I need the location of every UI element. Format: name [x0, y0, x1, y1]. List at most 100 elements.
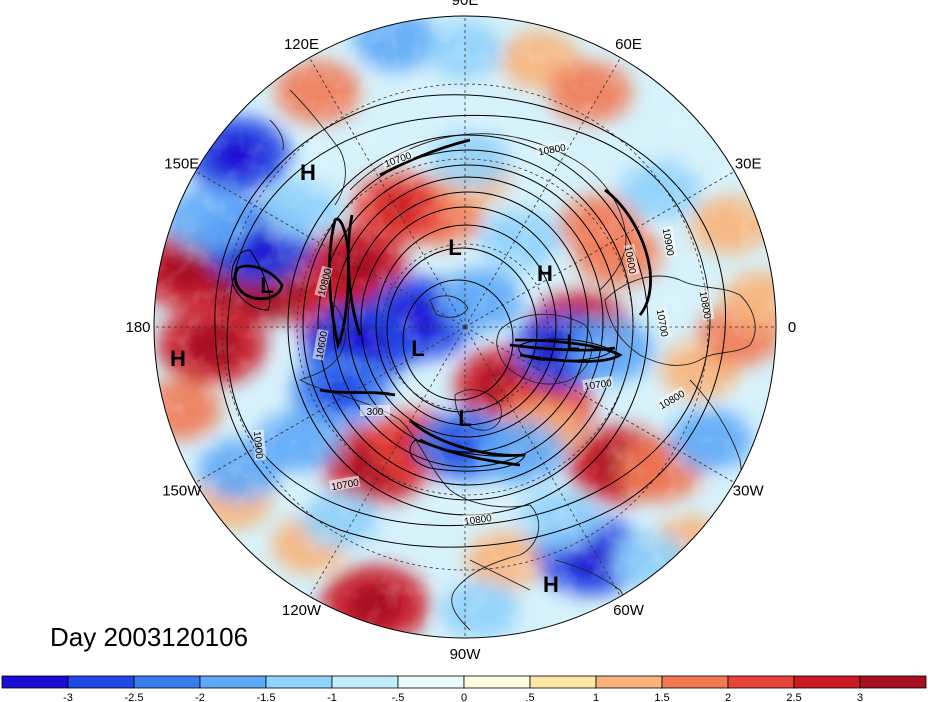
- contour-label-bg: [252, 429, 267, 461]
- colorbar-swatch: [463, 675, 531, 689]
- coastline-alaska: [299, 299, 346, 381]
- contour-label: 10800: [537, 143, 567, 159]
- height-contour-outer: [214, 94, 726, 548]
- longitude-label: 90E: [452, 0, 479, 9]
- colorbar-tick-label: 2.5: [786, 692, 801, 702]
- contour-label: 10600: [315, 330, 331, 360]
- high-pressure-label: H: [300, 160, 316, 185]
- colorbar-tick-label: -2.5: [125, 692, 144, 702]
- contour-label-group: 10800: [536, 140, 568, 159]
- jet-streak-north-america: [409, 419, 526, 457]
- high-pressure-label: H: [170, 346, 186, 371]
- colorbar-swatch: [1, 675, 69, 689]
- meridian-line: [195, 171, 466, 328]
- colorbar-swatch: [133, 675, 201, 689]
- contour-label-group: 10800: [462, 510, 494, 528]
- longitude-label: 60E: [615, 36, 642, 53]
- colorbar-swatch: [727, 675, 795, 689]
- meridian-line: [195, 326, 466, 483]
- colorbar-tick-label: 1.5: [654, 692, 669, 702]
- jet-streak-alaska: [319, 388, 396, 397]
- contour-label-bg: [536, 140, 568, 157]
- longitude-label: 0: [788, 319, 796, 336]
- height-contour-trough: [409, 439, 526, 472]
- coastlines: [269, 89, 756, 631]
- contour-label-group: 10900: [251, 429, 267, 461]
- contour-label: 10700: [584, 378, 614, 393]
- contour-label-bg: [462, 510, 494, 527]
- meridian-line: [464, 326, 621, 597]
- contour-label-bg: [329, 475, 361, 492]
- height-contour: [375, 224, 557, 426]
- contour-label-group: 10700: [654, 307, 672, 339]
- colorbar-tick-label: -1.5: [257, 692, 276, 702]
- contour-label-group: 10900: [660, 226, 678, 258]
- contour-label-bg: [312, 329, 329, 361]
- colorbar-swatch: [265, 675, 333, 689]
- meridian-line: [309, 57, 466, 328]
- longitude-label: 150W: [162, 483, 202, 500]
- colorbar-swatch: [397, 675, 465, 689]
- coastline-arctic-islands: [429, 295, 469, 318]
- coastline-hudson-bay: [454, 389, 502, 431]
- contour-label-bg: [582, 375, 614, 392]
- colorbar: -3 -2.5 -2 -1.5 -1 -.5 0 .5 1 1.5 2 2.5 3: [1, 675, 927, 702]
- coastline-asia: [349, 133, 627, 291]
- meridian-line: [464, 171, 735, 328]
- contour-label: 10700: [330, 478, 360, 494]
- colorbar-swatch: [331, 675, 399, 689]
- contour-label: 10900: [251, 431, 264, 460]
- coastline-europe: [604, 275, 756, 366]
- contour-label: 300: [367, 407, 384, 418]
- colorbar-tick-label: 1: [593, 692, 599, 702]
- jet-streak-pacific-low: [233, 264, 284, 301]
- meridian-line: [309, 326, 466, 597]
- longitude-label: 30W: [733, 483, 765, 500]
- colorbar-swatch: [67, 675, 135, 689]
- meridian-line: [464, 326, 735, 483]
- contour-label-bg: [661, 226, 678, 258]
- contour-label-group: 10800: [697, 289, 715, 321]
- contour-label: 10700: [654, 308, 670, 338]
- height-contour: [317, 164, 619, 486]
- contour-label-bg: [360, 405, 390, 416]
- jet-streak-europe: [604, 188, 652, 316]
- map-boundary: [153, 15, 777, 639]
- low-pressure-label: L: [260, 273, 273, 298]
- latitude-circle-70: [381, 243, 549, 411]
- contour-label: 10600: [622, 245, 638, 275]
- coastline-north-america: [299, 379, 540, 631]
- coastline-japan: [269, 119, 284, 151]
- longitude-label: 120E: [284, 36, 319, 53]
- height-contour: [402, 279, 514, 401]
- jet-streak-pacific: [346, 214, 362, 336]
- jet-streak-siberia: [379, 138, 471, 177]
- contour-label-group: 10700: [329, 475, 361, 494]
- colorbar-swatch: [793, 675, 861, 689]
- low-pressure-label: L: [411, 336, 424, 361]
- low-pressure-label: L: [448, 235, 461, 260]
- longitude-label: 150E: [164, 156, 199, 173]
- colorbar-tick-label: 2: [725, 692, 731, 702]
- height-contour: [360, 206, 572, 438]
- longitude-label: 120W: [282, 602, 322, 619]
- contour-labels: 10800 10700 10900 10600 10800 10700 10800 10600…: [251, 140, 715, 528]
- contour-label: 10900: [660, 227, 676, 257]
- coastline-central-america: [469, 559, 531, 591]
- contour-label-bg: [314, 265, 333, 298]
- contour-label-bg: [698, 289, 715, 321]
- height-contour-outer: [226, 114, 711, 527]
- colorbar-swatch: [859, 675, 927, 689]
- contour-label-bg: [655, 386, 687, 411]
- longitude-label: 60W: [613, 602, 645, 619]
- meridian-line: [464, 57, 621, 328]
- pressure-center-labels: H L H L L L H L H: [170, 160, 580, 597]
- colorbar-swatch: [595, 675, 663, 689]
- colorbar-swatch: [199, 675, 267, 689]
- colorbar-tick-label: -2: [195, 692, 205, 702]
- colorbar-tick-label: 0: [461, 692, 467, 702]
- contour-label: 10800: [697, 290, 713, 320]
- colorbar-swatch: [661, 675, 729, 689]
- low-pressure-label: L: [458, 406, 471, 431]
- coastline-greenland: [496, 313, 593, 385]
